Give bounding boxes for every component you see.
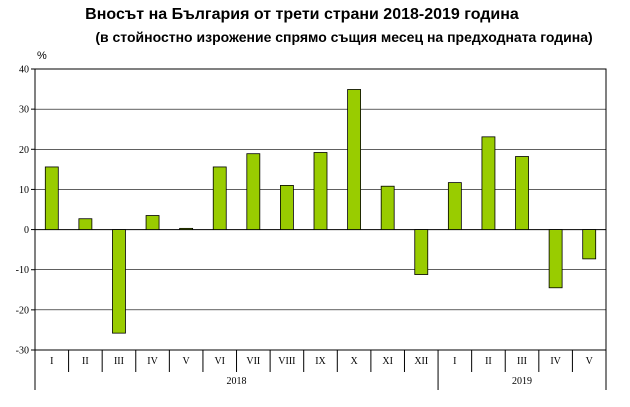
bar <box>212 166 227 230</box>
y-tick-label: 10 <box>19 185 29 196</box>
x-tick-label: XI <box>382 356 393 367</box>
bar <box>515 156 529 230</box>
bar <box>447 182 462 230</box>
x-tick-label: V <box>183 356 191 367</box>
y-tick-label: -20 <box>16 305 29 316</box>
bar <box>179 227 194 230</box>
y-tick-label: 30 <box>19 105 29 116</box>
x-tick-label: IV <box>147 356 158 367</box>
bar <box>414 229 429 275</box>
chart-title: Вносът на България от трети страни 2018-… <box>85 6 519 23</box>
x-tick-label: VII <box>246 356 260 367</box>
bar <box>347 89 361 230</box>
chart-subtitle: (в стойностно изрожение спрямо същия мес… <box>95 29 593 45</box>
y-tick-label: 0 <box>24 225 29 236</box>
plot-frame <box>34 68 607 351</box>
y-tick-label: 20 <box>19 145 29 156</box>
x-tick-label: X <box>350 356 358 367</box>
bar <box>481 136 496 230</box>
bar <box>112 229 126 334</box>
bar <box>380 185 395 230</box>
x-tick-label: III <box>517 356 527 367</box>
bar <box>145 215 160 230</box>
y-axis-unit-label: % <box>37 50 47 62</box>
bar <box>582 229 597 260</box>
x-tick-label: II <box>82 356 89 367</box>
bar <box>246 153 261 230</box>
y-tick-label: -30 <box>16 346 29 357</box>
x-tick-label: III <box>114 356 124 367</box>
x-tick-label: IX <box>315 356 326 367</box>
y-tick-label: 40 <box>19 65 29 76</box>
bar <box>313 152 328 230</box>
x-tick-label: I <box>50 356 53 367</box>
axes <box>31 68 607 390</box>
x-tick-label: V <box>586 356 594 367</box>
bar <box>280 185 294 230</box>
bar <box>44 166 59 230</box>
x-tick-label: I <box>453 356 456 367</box>
bars <box>44 89 597 334</box>
x-tick-label: VIII <box>278 356 295 367</box>
x-tick-label: IV <box>550 356 561 367</box>
bar <box>548 229 563 289</box>
x-tick-label: XII <box>414 356 428 367</box>
year-group-label: 2018 <box>227 376 247 387</box>
year-group-label: 2019 <box>512 376 532 387</box>
y-tick-label: -10 <box>16 265 29 276</box>
bar <box>78 218 93 230</box>
x-tick-label: II <box>485 356 492 367</box>
x-tick-label: VI <box>214 356 225 367</box>
